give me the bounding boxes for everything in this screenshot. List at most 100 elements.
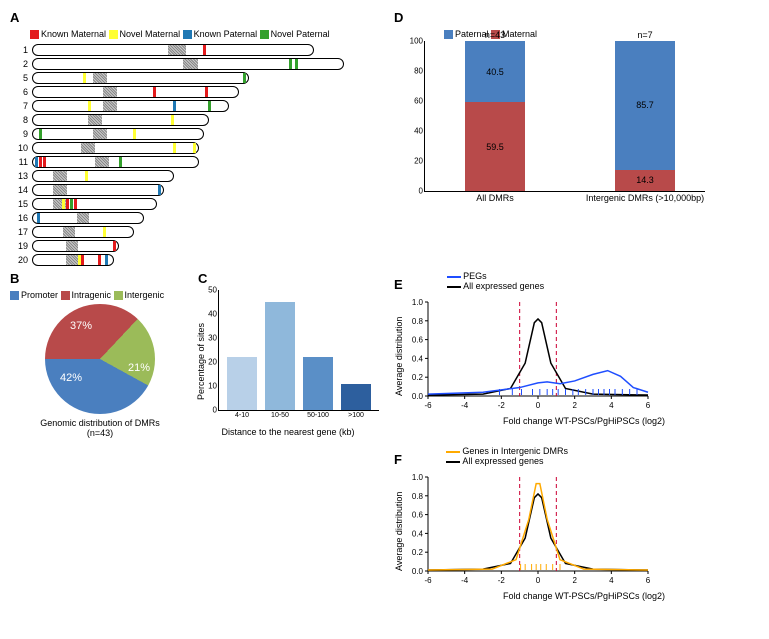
svg-text:1.0: 1.0 xyxy=(412,473,424,482)
legend-line xyxy=(447,276,461,278)
panel-c-chart: 010203040504-1010-5050-100>100 xyxy=(218,290,379,411)
pie-caption-text: Genomic distribution of DMRs xyxy=(40,418,160,428)
svg-text:0: 0 xyxy=(536,401,541,410)
chrom-label: 20 xyxy=(10,255,32,265)
panel-b-label: B xyxy=(10,271,190,286)
centromere xyxy=(168,45,186,55)
chrom-label: 8 xyxy=(10,115,32,125)
dmr-mark xyxy=(119,157,122,167)
svg-text:-6: -6 xyxy=(424,401,432,410)
panel-e-svg: -6-4-202460.00.20.40.60.81.0 xyxy=(394,296,654,416)
svg-text:0.2: 0.2 xyxy=(412,548,424,557)
chrom-body xyxy=(32,254,114,266)
svg-text:0.0: 0.0 xyxy=(412,392,424,401)
chrom-row: 20 xyxy=(10,253,390,266)
chrom-row: 13 xyxy=(10,169,390,182)
chrom-label: 11 xyxy=(10,157,32,167)
xtick: 10-50 xyxy=(271,410,289,419)
ytick: 80 xyxy=(414,67,425,76)
dmr-mark xyxy=(37,213,40,223)
svg-text:0.6: 0.6 xyxy=(412,336,424,345)
svg-text:0.4: 0.4 xyxy=(412,530,424,539)
chrom-label: 19 xyxy=(10,241,32,251)
legend-label: Novel Paternal xyxy=(271,29,330,39)
legend-swatch xyxy=(30,30,39,39)
dmr-mark xyxy=(171,115,174,125)
panel-b-c-row: B Promoter Intragenic Intergenic 37% 21%… xyxy=(10,271,390,438)
chrom-row: 16 xyxy=(10,211,390,224)
chrom-body xyxy=(32,156,199,168)
bar xyxy=(227,357,257,410)
panel-c-ylabel: Percentage of sites xyxy=(196,323,206,400)
svg-text:6: 6 xyxy=(646,401,651,410)
centromere xyxy=(88,115,102,125)
centromere xyxy=(103,101,117,111)
pie-pct-intragenic: 37% xyxy=(70,320,92,332)
bar-n-label: n=43 xyxy=(485,30,505,41)
ytick: 0 xyxy=(213,406,219,415)
chrom-row: 11 xyxy=(10,155,390,168)
chrom-row: 10 xyxy=(10,141,390,154)
legend-swatch xyxy=(260,30,269,39)
panel-e-container: Average distribution -6-4-202460.00.20.4… xyxy=(394,296,769,426)
stacked-bar: 85.714.3 xyxy=(615,41,675,191)
chrom-label: 10 xyxy=(10,143,32,153)
legend-swatch xyxy=(114,291,123,300)
svg-text:0.8: 0.8 xyxy=(412,492,424,501)
chrom-body xyxy=(32,100,229,112)
chrom-body xyxy=(32,114,209,126)
svg-text:2: 2 xyxy=(572,401,577,410)
bar-segment: 59.5 xyxy=(465,102,525,191)
chrom-body xyxy=(32,86,239,98)
chrom-body xyxy=(32,184,164,196)
chrom-label: 13 xyxy=(10,171,32,181)
centromere xyxy=(95,157,109,167)
dmr-mark xyxy=(85,171,88,181)
dmr-mark xyxy=(74,199,77,209)
legend-label: Intragenic xyxy=(72,290,114,300)
chrom-row: 2 xyxy=(10,57,390,70)
chrom-label: 14 xyxy=(10,185,32,195)
panel-b: B Promoter Intragenic Intergenic 37% 21%… xyxy=(10,271,190,438)
chrom-label: 16 xyxy=(10,213,32,223)
chrom-label: 1 xyxy=(10,45,32,55)
panel-c: C Percentage of sites 010203040504-1010-… xyxy=(198,271,378,438)
dmr-mark xyxy=(105,255,108,265)
dmr-mark xyxy=(205,87,208,97)
xtick: All DMRs xyxy=(476,191,514,203)
svg-text:-2: -2 xyxy=(498,401,506,410)
pie-caption: Genomic distribution of DMRs (n=43) xyxy=(10,418,190,438)
bar xyxy=(341,384,371,410)
xtick: 50-100 xyxy=(307,410,329,419)
dmr-mark xyxy=(208,101,211,111)
bar-n-label: n=7 xyxy=(637,30,652,41)
pie-pct-intergenic: 21% xyxy=(128,362,150,374)
bar-segment: 14.3 xyxy=(615,170,675,191)
dmr-mark xyxy=(289,59,292,69)
panel-f-xlabel: Fold change WT-PSCs/PgHiPSCs (log2) xyxy=(394,591,769,601)
chrom-row: 6 xyxy=(10,85,390,98)
centromere xyxy=(93,73,107,83)
chrom-label: 17 xyxy=(10,227,32,237)
svg-text:1.0: 1.0 xyxy=(412,298,424,307)
chrom-row: 8 xyxy=(10,113,390,126)
svg-text:0.6: 0.6 xyxy=(412,511,424,520)
ytick: 20 xyxy=(414,157,425,166)
legend-label: Known Maternal xyxy=(41,29,109,39)
ytick: 60 xyxy=(414,97,425,106)
chrom-row: 17 xyxy=(10,225,390,238)
panel-e-ylabel: Average distribution xyxy=(394,317,404,396)
panel-d-chart: 02040608010040.559.5All DMRsn=4385.714.3… xyxy=(424,41,705,192)
chrom-row: 5 xyxy=(10,71,390,84)
panel-c-wrap: Percentage of sites 010203040504-1010-50… xyxy=(198,290,378,437)
pie-chart xyxy=(45,304,155,414)
dmr-mark xyxy=(113,241,116,251)
chrom-row: 19 xyxy=(10,239,390,252)
ytick: 50 xyxy=(208,286,219,295)
dmr-mark xyxy=(295,59,298,69)
chrom-body xyxy=(32,240,119,252)
panel-e-legend: PEGs All expressed genes xyxy=(447,271,544,291)
dmr-mark xyxy=(62,199,65,209)
svg-text:4: 4 xyxy=(609,401,614,410)
dmr-mark xyxy=(43,157,46,167)
